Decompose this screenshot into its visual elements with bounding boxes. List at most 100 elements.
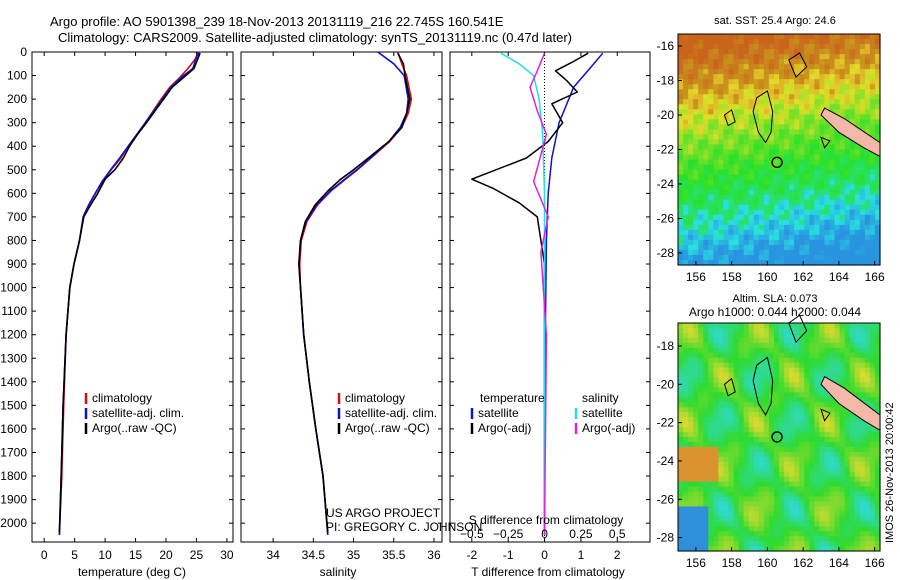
map-cell — [743, 491, 750, 498]
map-cell — [738, 471, 745, 478]
map-cell — [733, 174, 740, 181]
map-cell — [854, 114, 861, 120]
map-cell — [763, 382, 770, 389]
map-cell — [758, 347, 765, 354]
map-cell — [779, 149, 785, 156]
map-cell — [703, 254, 709, 261]
map-cell — [728, 99, 735, 105]
map-cell — [708, 367, 714, 374]
map-cell — [753, 139, 760, 146]
map-cell — [844, 204, 851, 211]
map-cell — [708, 99, 714, 105]
map-cell — [854, 144, 861, 151]
map-cell — [693, 506, 699, 512]
map-cell — [733, 99, 740, 105]
map-cell — [874, 214, 881, 221]
map-cell — [733, 501, 740, 507]
map-cell — [829, 259, 836, 266]
map-cell — [693, 119, 699, 125]
map-cell — [703, 94, 709, 100]
map-cell — [728, 456, 735, 463]
map-cell — [794, 254, 800, 261]
map-cell — [763, 496, 770, 503]
map-cell — [698, 134, 704, 141]
map-cell — [819, 327, 826, 334]
map-cell — [728, 59, 735, 65]
map-cell — [743, 94, 750, 100]
map-cell — [693, 541, 699, 547]
map-cell — [738, 39, 745, 45]
map-cell — [859, 44, 866, 50]
map-cell — [763, 392, 770, 398]
map-cell — [698, 367, 704, 374]
map-cell — [799, 234, 805, 241]
map-cell — [733, 516, 740, 522]
map-cell — [693, 44, 699, 50]
map-cell — [804, 129, 810, 136]
map-cell — [773, 511, 780, 517]
map-cell — [763, 471, 770, 478]
map-cell — [834, 337, 841, 344]
map-cell — [854, 367, 861, 374]
map-cell — [844, 407, 851, 413]
map-cell — [809, 461, 815, 468]
y-tick-label: -28 — [657, 531, 675, 545]
map-cell — [733, 189, 740, 196]
map-cell — [723, 327, 730, 334]
map-cell — [723, 362, 730, 369]
map-cell — [728, 362, 735, 369]
map-cell — [763, 501, 770, 507]
map-cell — [758, 64, 765, 70]
map-cell — [849, 209, 856, 216]
map-cell — [874, 521, 881, 527]
map-cell — [773, 189, 780, 196]
map-cell — [723, 204, 730, 211]
map-cell — [743, 39, 750, 45]
map-cell — [683, 501, 689, 507]
map-cell — [733, 49, 740, 55]
map-cell — [789, 59, 795, 65]
map-cell — [849, 159, 856, 166]
map-cell — [854, 164, 861, 171]
map-cell — [713, 89, 719, 95]
map-cell — [748, 34, 755, 40]
map-cell — [743, 461, 750, 468]
map-cell — [708, 407, 714, 413]
map-cell — [713, 184, 719, 191]
map-cell — [758, 124, 765, 131]
map-cell — [864, 367, 871, 374]
map-cell — [874, 362, 881, 369]
map-cell — [834, 323, 841, 329]
map-cell — [723, 114, 730, 120]
map-cell — [839, 64, 846, 70]
map-cell — [713, 481, 719, 488]
map-cell — [849, 84, 856, 90]
map-cell — [768, 501, 775, 507]
map-cell — [718, 154, 725, 161]
map-cell — [718, 496, 725, 503]
map-cell — [829, 249, 836, 256]
map-cell — [738, 69, 745, 75]
map-cell — [693, 387, 699, 393]
map-cell — [738, 174, 745, 181]
map-cell — [733, 229, 740, 236]
map-cell — [869, 169, 876, 176]
map-cell — [733, 199, 740, 206]
map-cell — [678, 49, 684, 55]
map-cell — [824, 184, 831, 191]
map-cell — [738, 199, 745, 206]
map-cell — [728, 219, 735, 226]
map-cell — [869, 491, 876, 498]
map-cell — [869, 392, 876, 398]
map-cell — [869, 94, 876, 100]
map-cell — [854, 521, 861, 527]
map-cell — [784, 451, 790, 458]
map-cell — [859, 476, 866, 483]
map-cell — [834, 496, 841, 503]
map-cell — [814, 234, 820, 241]
map-cell — [678, 501, 684, 507]
map-cell — [804, 69, 810, 75]
map-cell — [789, 372, 795, 379]
map-cell — [844, 342, 851, 349]
